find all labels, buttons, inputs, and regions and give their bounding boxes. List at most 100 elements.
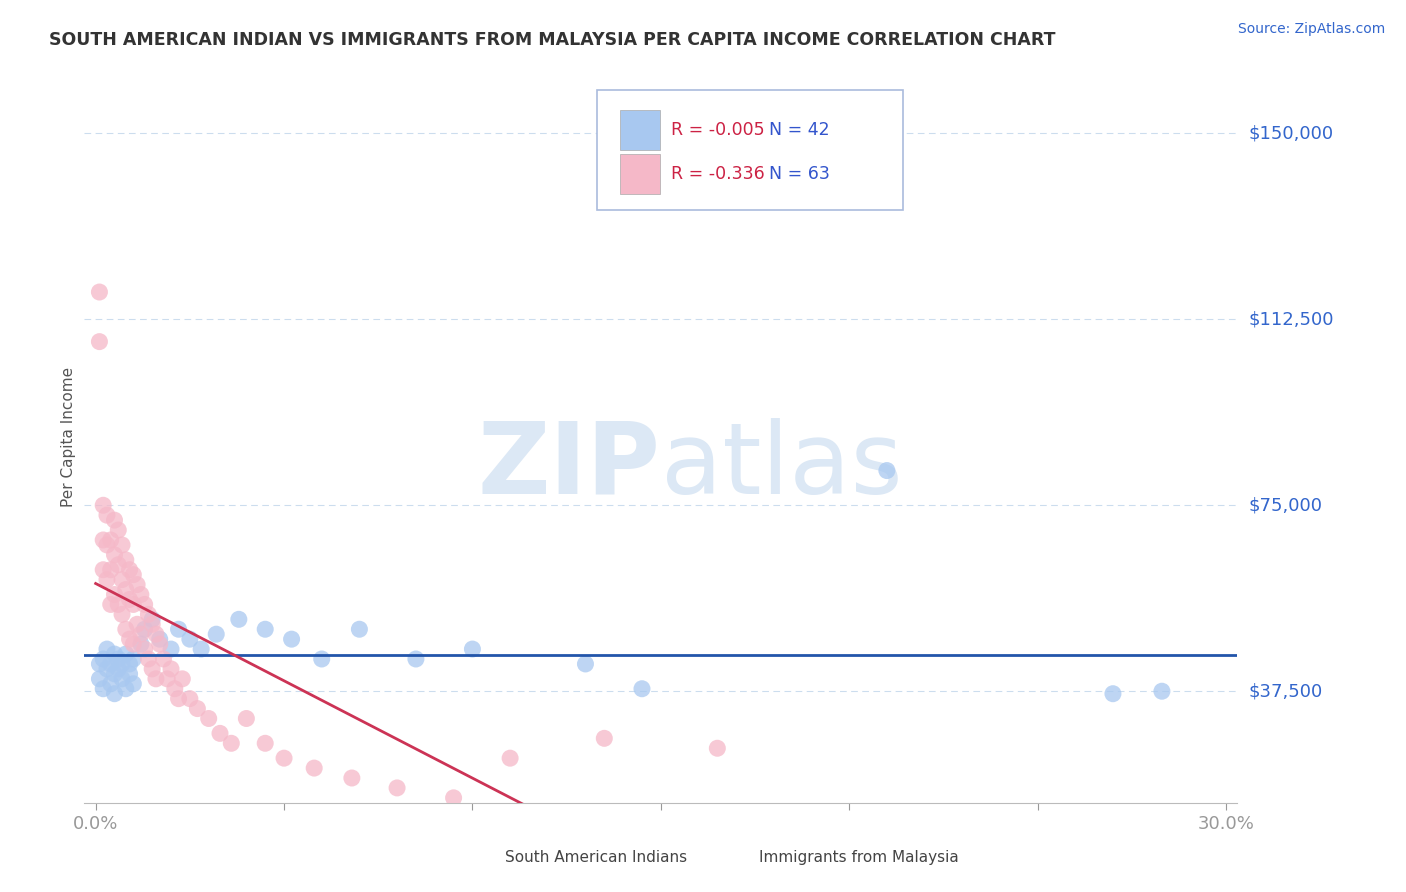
Point bbox=[167, 622, 190, 636]
Point bbox=[302, 761, 325, 775]
Point bbox=[138, 652, 160, 666]
Point bbox=[152, 652, 174, 666]
Point bbox=[103, 588, 125, 602]
Point bbox=[145, 627, 167, 641]
Point bbox=[235, 711, 257, 725]
Text: N = 42: N = 42 bbox=[769, 121, 830, 139]
Point bbox=[89, 657, 111, 671]
Point bbox=[91, 533, 114, 547]
Point bbox=[156, 672, 179, 686]
Text: $75,000: $75,000 bbox=[1249, 496, 1323, 515]
Point bbox=[96, 642, 118, 657]
Point bbox=[172, 672, 194, 686]
Text: SOUTH AMERICAN INDIAN VS IMMIGRANTS FROM MALAYSIA PER CAPITA INCOME CORRELATION : SOUTH AMERICAN INDIAN VS IMMIGRANTS FROM… bbox=[49, 31, 1056, 49]
Text: N = 63: N = 63 bbox=[769, 165, 830, 183]
Point bbox=[499, 751, 522, 765]
Point bbox=[122, 677, 145, 691]
Text: South American Indians: South American Indians bbox=[505, 850, 688, 865]
FancyBboxPatch shape bbox=[620, 154, 659, 194]
Point bbox=[273, 751, 295, 765]
Point bbox=[100, 533, 122, 547]
Point bbox=[134, 598, 156, 612]
Point bbox=[405, 652, 427, 666]
Point bbox=[114, 582, 136, 597]
Point bbox=[111, 573, 134, 587]
Point bbox=[100, 598, 122, 612]
Point bbox=[340, 771, 363, 785]
Point bbox=[111, 538, 134, 552]
Point bbox=[91, 498, 114, 512]
Point bbox=[118, 563, 141, 577]
Point bbox=[111, 672, 134, 686]
Point bbox=[197, 711, 219, 725]
Point bbox=[254, 736, 277, 750]
Point bbox=[280, 632, 302, 647]
Point bbox=[91, 652, 114, 666]
Point bbox=[876, 464, 898, 478]
Point bbox=[96, 508, 118, 523]
Point bbox=[1150, 684, 1173, 698]
Point bbox=[138, 607, 160, 622]
Point bbox=[118, 632, 141, 647]
Point bbox=[122, 652, 145, 666]
Point bbox=[205, 627, 228, 641]
Text: Source: ZipAtlas.com: Source: ZipAtlas.com bbox=[1237, 22, 1385, 37]
Point bbox=[100, 677, 122, 691]
Point bbox=[311, 652, 333, 666]
Point bbox=[631, 681, 654, 696]
Point bbox=[107, 598, 129, 612]
Point bbox=[103, 548, 125, 562]
Point bbox=[385, 780, 408, 795]
Point bbox=[107, 558, 129, 572]
Point bbox=[118, 592, 141, 607]
Point bbox=[96, 538, 118, 552]
Point bbox=[107, 662, 129, 676]
Point bbox=[228, 612, 250, 626]
Point bbox=[114, 647, 136, 661]
Point bbox=[160, 662, 183, 676]
Text: Immigrants from Malaysia: Immigrants from Malaysia bbox=[759, 850, 959, 865]
Point bbox=[122, 598, 145, 612]
Point bbox=[91, 681, 114, 696]
FancyBboxPatch shape bbox=[598, 90, 903, 211]
Point bbox=[111, 657, 134, 671]
Point bbox=[163, 681, 186, 696]
Point bbox=[574, 657, 596, 671]
Point bbox=[134, 642, 156, 657]
Point bbox=[118, 666, 141, 681]
Point bbox=[118, 657, 141, 671]
Point bbox=[160, 642, 183, 657]
Point bbox=[1102, 687, 1125, 701]
FancyBboxPatch shape bbox=[721, 845, 752, 875]
Point bbox=[122, 637, 145, 651]
Point bbox=[149, 632, 172, 647]
Point bbox=[254, 622, 277, 636]
Point bbox=[145, 672, 167, 686]
Point bbox=[149, 637, 172, 651]
Text: atlas: atlas bbox=[661, 417, 903, 515]
Text: $37,500: $37,500 bbox=[1249, 682, 1323, 700]
Point bbox=[103, 666, 125, 681]
Point bbox=[141, 612, 163, 626]
Point bbox=[89, 672, 111, 686]
Point bbox=[96, 573, 118, 587]
Point bbox=[96, 662, 118, 676]
Point bbox=[190, 642, 212, 657]
Text: R = -0.005: R = -0.005 bbox=[671, 121, 765, 139]
Text: ZIP: ZIP bbox=[478, 417, 661, 515]
FancyBboxPatch shape bbox=[468, 845, 498, 875]
Point bbox=[179, 632, 201, 647]
Point bbox=[103, 647, 125, 661]
Text: R = -0.336: R = -0.336 bbox=[671, 165, 765, 183]
Text: $150,000: $150,000 bbox=[1249, 124, 1334, 143]
Point bbox=[134, 622, 156, 636]
Text: $112,500: $112,500 bbox=[1249, 310, 1334, 328]
Point bbox=[89, 334, 111, 349]
Y-axis label: Per Capita Income: Per Capita Income bbox=[60, 367, 76, 508]
Point bbox=[122, 567, 145, 582]
Point bbox=[127, 577, 149, 591]
Point bbox=[221, 736, 243, 750]
Point bbox=[141, 617, 163, 632]
Point bbox=[129, 588, 152, 602]
Point bbox=[127, 617, 149, 632]
